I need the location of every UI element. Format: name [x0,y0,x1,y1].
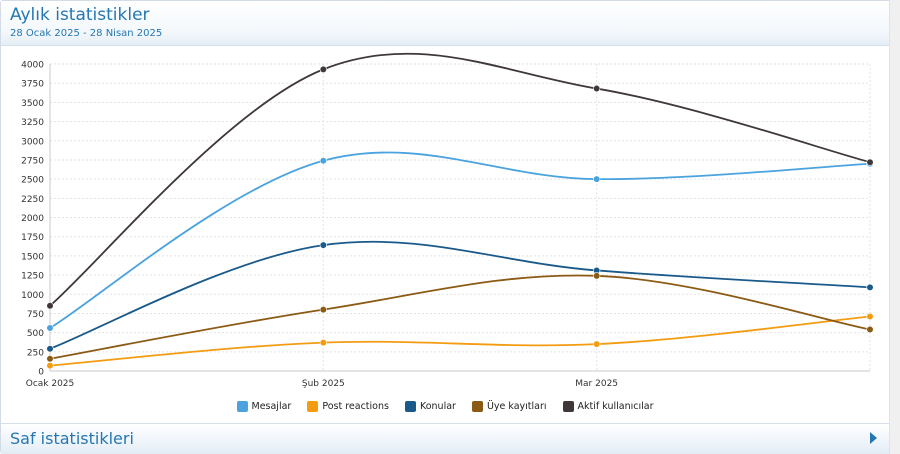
legend-item[interactable]: Mesajlar [236,401,292,412]
series-line-mesajlar [49,151,871,329]
section-title: Saf istatistikleri [10,429,134,448]
scrollbar[interactable] [889,0,900,454]
legend-label: Üye kayıtları [486,401,547,412]
y-tick-label: 500 [27,329,44,339]
data-point-aktif-kullan-c-lar[interactable] [593,84,601,93]
data-point--ye-kay-tlar-[interactable] [593,272,601,280]
series-line-aktif-kullan-c-lar [49,52,871,307]
data-point-konular[interactable] [319,241,327,249]
legend-swatch [404,401,416,412]
series-line-konular [49,240,871,350]
date-range: 28 Ocak 2025 - 28 Nisan 2025 [10,28,163,39]
legend-label: Mesajlar [251,401,292,412]
y-tick-label: 3000 [21,137,44,147]
y-tick-label: 1750 [21,233,44,243]
y-tick-label: 750 [27,310,44,320]
data-point-aktif-kullan-c-lar[interactable] [866,158,874,166]
data-point-mesajlar[interactable] [46,324,54,332]
y-tick-label: 3750 [21,80,44,90]
legend-item[interactable]: Konular [404,401,456,412]
data-point-post-reactions[interactable] [46,362,54,370]
data-point-aktif-kullan-c-lar[interactable] [319,65,327,73]
page-title: Aylık istatistikler [10,5,150,25]
series-line-post-reactions [49,315,871,367]
legend-swatch [236,401,248,412]
y-tick-label: 4000 [21,61,44,71]
data-point-mesajlar[interactable] [319,157,327,165]
legend-label: Post reactions [322,401,389,412]
legend-swatch [307,401,319,412]
chevron-right-icon[interactable] [870,432,877,444]
y-tick-label: 250 [27,348,44,358]
y-tick-label: 2000 [21,214,44,224]
x-tick-label: Şub 2025 [302,379,345,389]
data-point-konular[interactable] [46,345,54,353]
data-point-konular[interactable] [866,283,874,291]
legend-item[interactable]: Üye kayıtları [471,401,547,412]
legend-swatch [562,401,574,412]
data-point--ye-kay-tlar-[interactable] [46,355,54,363]
data-point-post-reactions[interactable] [593,340,601,348]
y-tick-label: 3250 [21,118,44,128]
x-tick-label: Mar 2025 [575,379,618,389]
y-tick-label: 2750 [21,156,44,166]
y-tick-label: 2500 [21,176,44,186]
data-point-aktif-kullan-c-lar[interactable] [46,302,54,310]
raw-stats-section[interactable]: Saf istatistikleri [1,423,889,454]
x-tick-label: Ocak 2025 [26,379,75,389]
data-point-mesajlar[interactable] [593,175,601,183]
legend-label: Konular [419,401,456,412]
legend-item[interactable]: Aktif kullanıcılar [562,401,654,412]
legend-label: Aktif kullanıcılar [577,401,654,412]
data-point--ye-kay-tlar-[interactable] [319,306,327,314]
series-line--ye-kay-tlar- [49,274,871,360]
y-tick-label: 0 [38,368,44,378]
y-tick-label: 3500 [21,99,44,109]
y-tick-label: 1000 [21,291,44,301]
data-point-post-reactions[interactable] [866,312,874,321]
y-tick-label: 1250 [21,272,44,282]
panel-header: Aylık istatistikler 28 Ocak 2025 - 28 Ni… [1,1,889,46]
y-tick-label: 1500 [21,252,44,262]
line-chart: 0 250 500 750 1000 1250 1500 1750 2000 2250 2500 27… [21,52,874,389]
chart-legend: Mesajlar Post reactions Konular Üye kayıtla… [0,401,890,412]
legend-swatch [471,401,483,412]
legend-item[interactable]: Post reactions [307,401,389,412]
data-point--ye-kay-tlar-[interactable] [866,325,874,334]
data-point-post-reactions[interactable] [319,339,327,347]
y-tick-label: 2250 [21,195,44,205]
